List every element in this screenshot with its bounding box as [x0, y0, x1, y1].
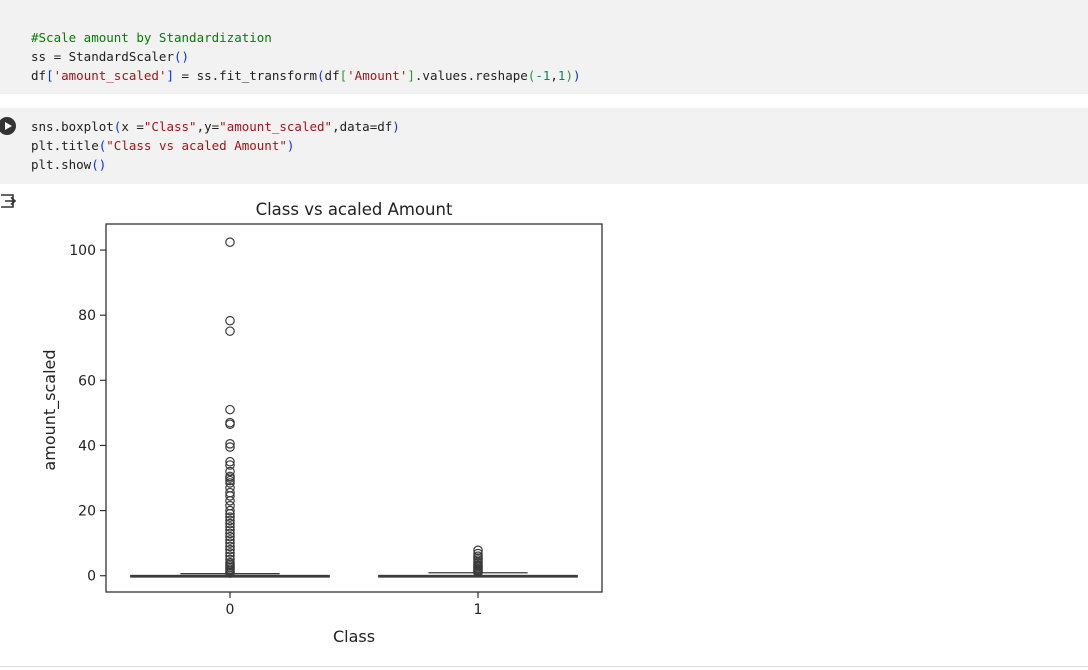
outlier-point: [225, 541, 235, 552]
code-line-boxplot: sns.boxplot(x ="Class",y="amount_scaled"…: [31, 119, 400, 134]
outlier-point: [225, 439, 235, 449]
code-cell-scaling[interactable]: [0, 0, 1088, 94]
play-icon[interactable]: [0, 117, 16, 135]
outlier-point: [225, 522, 235, 532]
outlier-point: [225, 237, 235, 248]
outlier-point: [225, 500, 235, 511]
outlier-point: [225, 531, 235, 542]
outlier-point: [225, 528, 235, 539]
outlier-point: [225, 538, 235, 548]
code-line-show: plt.show(): [31, 157, 107, 172]
outlier-point: [225, 548, 235, 558]
code-line-fit-transform: df['amount_scaled'] = ss.fit_transform(d…: [31, 68, 581, 83]
outlier-point: [225, 512, 235, 522]
outlier-point: [225, 460, 235, 470]
code-cell-boxplot-source[interactable]: sns.boxplot(x ="Class",y="amount_scaled"…: [31, 117, 400, 174]
code-line-scaler: ss = StandardScaler(): [31, 49, 190, 64]
outlier-point: [225, 568, 235, 578]
x-axis-label: Class: [333, 627, 375, 646]
outlier-point: [225, 525, 235, 535]
y-tick-label: 80: [78, 308, 96, 324]
y-tick-label: 100: [69, 243, 96, 259]
y-axis: 0 20 40 60 80 100: [69, 243, 106, 585]
code-cell-scaling-source[interactable]: #Scale amount by Standardization ss = Sta…: [31, 28, 581, 85]
boxplot-marks: [130, 237, 578, 578]
y-tick-label: 0: [87, 569, 96, 585]
outlier-point: [225, 544, 235, 555]
y-axis-label: amount_scaled: [40, 349, 60, 470]
outlier-point: [225, 478, 235, 488]
outlier-point: [225, 326, 235, 336]
y-tick-label: 60: [78, 373, 96, 389]
outlier-point: [225, 515, 235, 526]
output-toggle-icon[interactable]: [0, 193, 16, 209]
outlier-point: [225, 509, 235, 519]
code-line-title: plt.title("Class vs acaled Amount"): [31, 138, 295, 153]
y-tick-label: 20: [78, 504, 96, 520]
x-tick-label: 1: [474, 602, 483, 618]
outlier-point: [225, 419, 235, 430]
y-tick-label: 40: [78, 438, 96, 454]
outlier-point: [225, 473, 235, 483]
outlier-point: [225, 466, 235, 477]
outlier-point: [225, 491, 235, 501]
code-cell-boxplot[interactable]: [0, 108, 1088, 184]
cell-divider: [0, 666, 1088, 667]
outlier-point: [225, 518, 235, 529]
plot-area-frame: [105, 223, 603, 593]
outlier-point: [225, 404, 235, 415]
outlier-point: [225, 315, 235, 326]
chart-title: Class vs acaled Amount: [256, 200, 453, 219]
code-line-comment: #Scale amount by Standardization: [31, 30, 272, 45]
x-tick-label: 0: [226, 602, 235, 618]
outlier-point: [473, 567, 483, 578]
outlier-point: [225, 535, 235, 545]
outlier-point: [225, 456, 235, 467]
outlier-point: [225, 505, 235, 516]
outlier-point: [225, 442, 235, 452]
outlier-point: [225, 496, 235, 506]
